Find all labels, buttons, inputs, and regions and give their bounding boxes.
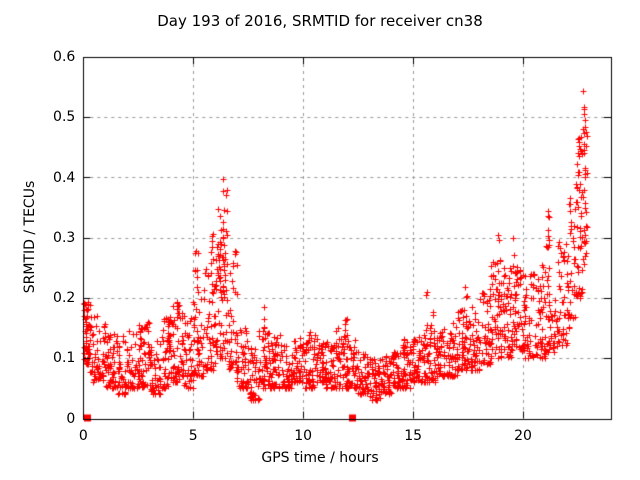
y-tick-label-0.3: 0.3 [53,229,76,246]
y-tick-label-0.2: 0.2 [53,290,76,306]
y-tick-label-0.1: 0.1 [53,350,76,367]
x-tick-label-10: 10 [294,427,313,444]
chart-title: Day 193 of 2016, SRMTID for receiver cn3… [157,12,483,30]
y-tick-label-0.5: 0.5 [53,109,76,126]
x-tick-label-5: 5 [188,427,198,444]
y-tick-label-0.4: 0.4 [53,169,76,186]
y-tick-label-0: 0 [66,410,76,427]
x-tick-label-15: 15 [404,427,423,444]
x-tick-label-0: 0 [78,427,88,444]
x-axis-label: GPS time / hours [261,450,379,466]
x-tick-label-20: 20 [514,427,532,444]
y-tick-label-0.6: 0.6 [53,49,76,65]
